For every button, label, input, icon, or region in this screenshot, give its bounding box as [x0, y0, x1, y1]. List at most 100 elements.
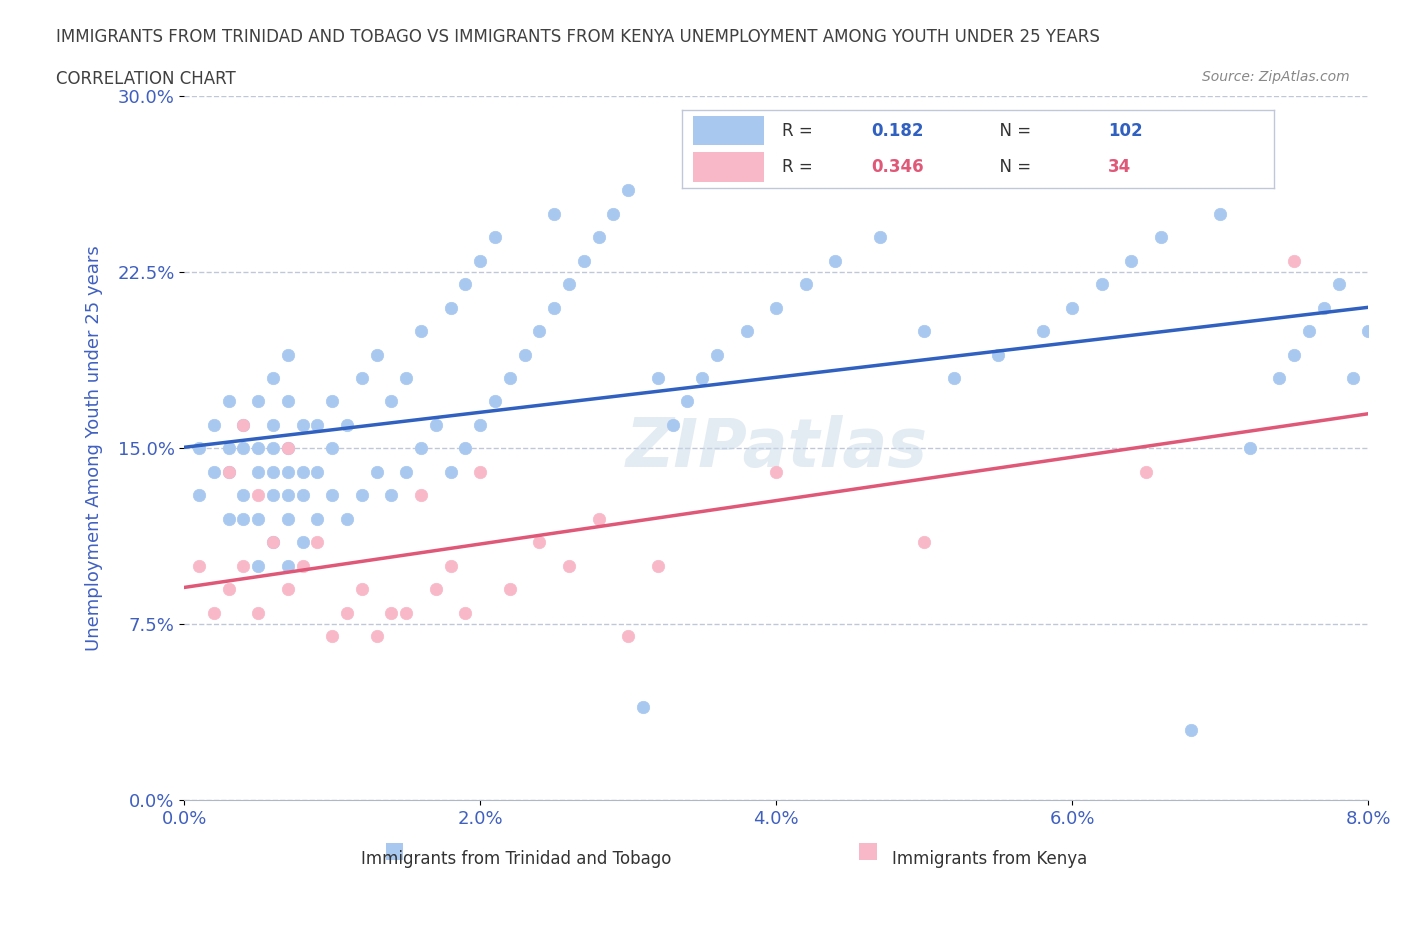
Point	[617, 183, 640, 198]
Point	[291, 535, 314, 550]
Point	[395, 605, 418, 620]
Point	[1298, 324, 1320, 339]
Point	[409, 488, 432, 503]
Point	[247, 488, 270, 503]
Point	[912, 324, 935, 339]
Point	[277, 441, 299, 456]
Point	[1209, 206, 1232, 221]
Point	[307, 512, 329, 526]
Point	[380, 488, 402, 503]
Point	[647, 558, 669, 573]
Point	[188, 488, 211, 503]
Point	[188, 558, 211, 573]
Point	[454, 441, 477, 456]
Point	[572, 253, 595, 268]
Point	[218, 464, 240, 479]
Point	[395, 464, 418, 479]
Point	[706, 347, 728, 362]
Point	[247, 441, 270, 456]
Point	[470, 253, 492, 268]
Point	[202, 464, 225, 479]
Point	[336, 418, 359, 432]
Point	[440, 300, 463, 315]
Point	[470, 418, 492, 432]
Point	[1032, 324, 1054, 339]
Point	[543, 300, 565, 315]
Point	[454, 277, 477, 292]
Point	[277, 558, 299, 573]
Point	[247, 464, 270, 479]
Point	[218, 512, 240, 526]
Point	[277, 512, 299, 526]
Y-axis label: Unemployment Among Youth under 25 years: Unemployment Among Youth under 25 years	[86, 246, 103, 651]
Point	[425, 582, 447, 597]
Point	[1180, 723, 1202, 737]
Point	[765, 464, 787, 479]
Point	[395, 370, 418, 385]
Point	[262, 370, 284, 385]
Point	[454, 605, 477, 620]
Point	[232, 558, 254, 573]
Point	[380, 605, 402, 620]
Point	[247, 394, 270, 409]
Point	[1091, 277, 1114, 292]
Point	[277, 464, 299, 479]
Text: Source: ZipAtlas.com: Source: ZipAtlas.com	[1202, 70, 1350, 84]
Point	[987, 347, 1010, 362]
Point	[690, 370, 713, 385]
Point	[350, 582, 373, 597]
Point	[499, 370, 522, 385]
Point	[350, 488, 373, 503]
Point	[1135, 464, 1157, 479]
Point	[647, 370, 669, 385]
Point	[366, 629, 388, 644]
Point	[366, 347, 388, 362]
Point	[440, 558, 463, 573]
Point	[765, 300, 787, 315]
Point	[794, 277, 817, 292]
Point	[232, 488, 254, 503]
Point	[291, 488, 314, 503]
Point	[1313, 300, 1336, 315]
Text: Immigrants from Kenya: Immigrants from Kenya	[891, 850, 1087, 868]
Point	[321, 441, 343, 456]
Point	[321, 394, 343, 409]
Point	[232, 441, 254, 456]
Point	[1284, 347, 1306, 362]
Point	[661, 418, 683, 432]
Point	[409, 441, 432, 456]
Point	[262, 418, 284, 432]
Point	[588, 230, 610, 245]
Point	[218, 394, 240, 409]
Point	[499, 582, 522, 597]
Point	[1150, 230, 1173, 245]
Point	[277, 441, 299, 456]
Point	[277, 394, 299, 409]
Point	[307, 464, 329, 479]
Point	[942, 370, 965, 385]
Point	[232, 418, 254, 432]
Point	[558, 277, 581, 292]
Point	[588, 512, 610, 526]
Text: Immigrants from Trinidad and Tobago: Immigrants from Trinidad and Tobago	[360, 850, 671, 868]
Point	[232, 418, 254, 432]
Point	[277, 582, 299, 597]
Point	[307, 535, 329, 550]
Bar	[385, 843, 404, 860]
Point	[1327, 277, 1350, 292]
Text: IMMIGRANTS FROM TRINIDAD AND TOBAGO VS IMMIGRANTS FROM KENYA UNEMPLOYMENT AMONG : IMMIGRANTS FROM TRINIDAD AND TOBAGO VS I…	[56, 28, 1099, 46]
Point	[366, 464, 388, 479]
Point	[1268, 370, 1291, 385]
Point	[1284, 253, 1306, 268]
Point	[262, 535, 284, 550]
Point	[1386, 394, 1406, 409]
Point	[277, 347, 299, 362]
Point	[262, 488, 284, 503]
Point	[869, 230, 891, 245]
Point	[529, 324, 551, 339]
Point	[321, 488, 343, 503]
Point	[513, 347, 536, 362]
Point	[409, 324, 432, 339]
Point	[232, 512, 254, 526]
Text: CORRELATION CHART: CORRELATION CHART	[56, 70, 236, 87]
